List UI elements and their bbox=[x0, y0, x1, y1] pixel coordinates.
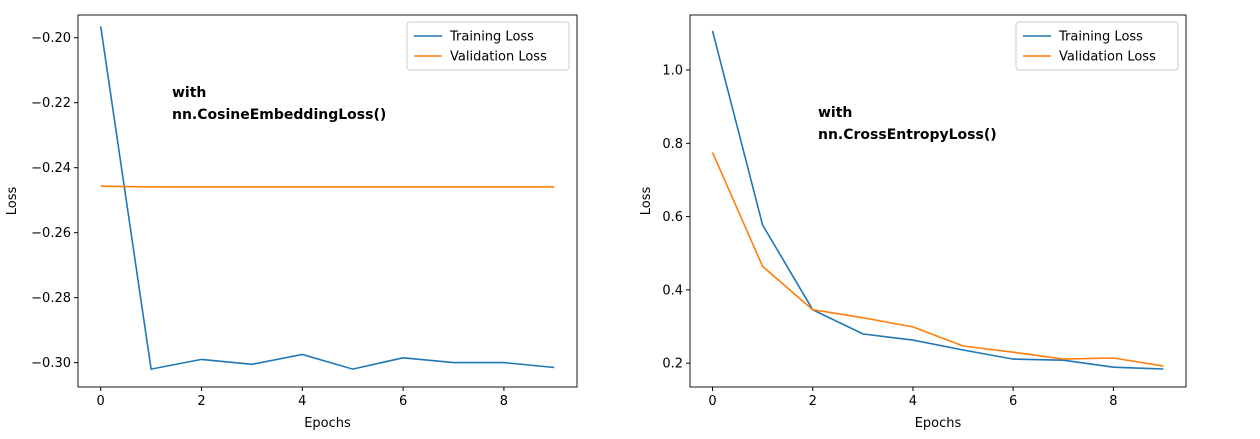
y-tick-label: 0.4 bbox=[662, 283, 683, 298]
y-axis-label: Loss bbox=[5, 187, 20, 216]
legend-label: Validation Loss bbox=[1059, 50, 1156, 65]
legend-label: Training Loss bbox=[1058, 30, 1143, 45]
x-tick-label: 2 bbox=[809, 394, 817, 409]
annotation-text: with bbox=[818, 105, 852, 121]
series-line-training-loss bbox=[711, 30, 1164, 370]
series-line-validation-loss bbox=[100, 185, 555, 188]
y-tick-label: 0.2 bbox=[662, 357, 683, 372]
x-tick-label: 4 bbox=[909, 394, 917, 409]
legend: Training Loss Validation Loss bbox=[406, 21, 570, 71]
annotation-text: nn.CrossEntropyLoss() bbox=[818, 127, 997, 143]
legend-label: Validation Loss bbox=[450, 50, 547, 65]
x-tick-label: 8 bbox=[1109, 394, 1117, 409]
x-axis-label: Epochs bbox=[304, 416, 351, 431]
y-tick-label: 0.8 bbox=[662, 137, 683, 152]
y-tick-label: −0.30 bbox=[31, 356, 71, 371]
x-tick-label: 0 bbox=[708, 394, 716, 409]
x-tick-label: 0 bbox=[97, 394, 105, 409]
x-tick-label: 2 bbox=[197, 394, 205, 409]
annotation-text: with bbox=[172, 85, 206, 101]
legend-label: Training Loss bbox=[449, 30, 534, 45]
y-tick-label: −0.26 bbox=[31, 226, 71, 241]
axes-frame bbox=[77, 14, 578, 388]
series-line-validation-loss bbox=[711, 152, 1164, 367]
x-tick-label: 4 bbox=[298, 394, 306, 409]
legend-box bbox=[406, 21, 570, 71]
axes-frame bbox=[689, 14, 1187, 388]
y-tick-label: −0.24 bbox=[31, 161, 71, 176]
y-tick-label: −0.20 bbox=[31, 31, 71, 46]
x-axis-label: Epochs bbox=[915, 416, 962, 431]
x-tick-label: 6 bbox=[1009, 394, 1017, 409]
legend: Training Loss Validation Loss bbox=[1015, 21, 1179, 71]
legend-box bbox=[1015, 21, 1179, 71]
y-tick-label: 0.6 bbox=[662, 210, 683, 225]
y-tick-label: 1.0 bbox=[662, 63, 683, 78]
y-axis-label: Loss bbox=[639, 187, 654, 216]
y-tick-label: −0.28 bbox=[31, 291, 71, 306]
annotation-text: nn.CosineEmbeddingLoss() bbox=[172, 107, 386, 123]
series-line-training-loss bbox=[99, 26, 555, 371]
x-tick-label: 6 bbox=[399, 394, 407, 409]
chart-2: 0 2 4 6 8 0.2 0.4 0.6 0.8 1.0 Epochs Loss with nn.Cro… bbox=[639, 14, 1187, 431]
x-tick-label: 8 bbox=[500, 394, 508, 409]
chart-1: 0 2 4 6 8 −0.30 −0.28 −0.26 −0.24 −0.22 −0.20 Epoch… bbox=[5, 14, 578, 431]
y-tick-label: −0.22 bbox=[31, 96, 71, 111]
